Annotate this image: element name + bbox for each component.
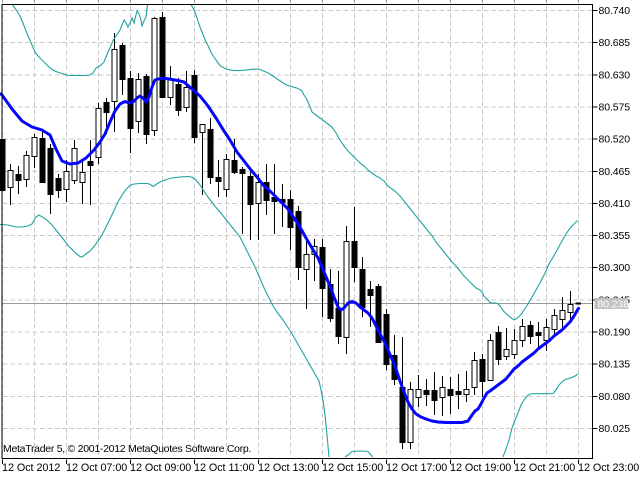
svg-text:80.465: 80.465 — [599, 166, 631, 178]
svg-text:80.740: 80.740 — [599, 5, 631, 17]
svg-text:80.080: 80.080 — [599, 391, 631, 403]
svg-text:80.410: 80.410 — [599, 198, 631, 210]
svg-text:80.025: 80.025 — [599, 423, 631, 435]
svg-text:80.238: 80.238 — [598, 298, 630, 310]
svg-text:80.355: 80.355 — [599, 230, 631, 242]
svg-text:80.520: 80.520 — [599, 134, 631, 146]
svg-text:80.135: 80.135 — [599, 359, 631, 371]
svg-text:80.685: 80.685 — [599, 37, 631, 49]
svg-text:80.300: 80.300 — [599, 262, 631, 274]
svg-text:80.190: 80.190 — [599, 327, 631, 339]
svg-text:80.575: 80.575 — [599, 101, 631, 113]
svg-text:80.630: 80.630 — [599, 69, 631, 81]
